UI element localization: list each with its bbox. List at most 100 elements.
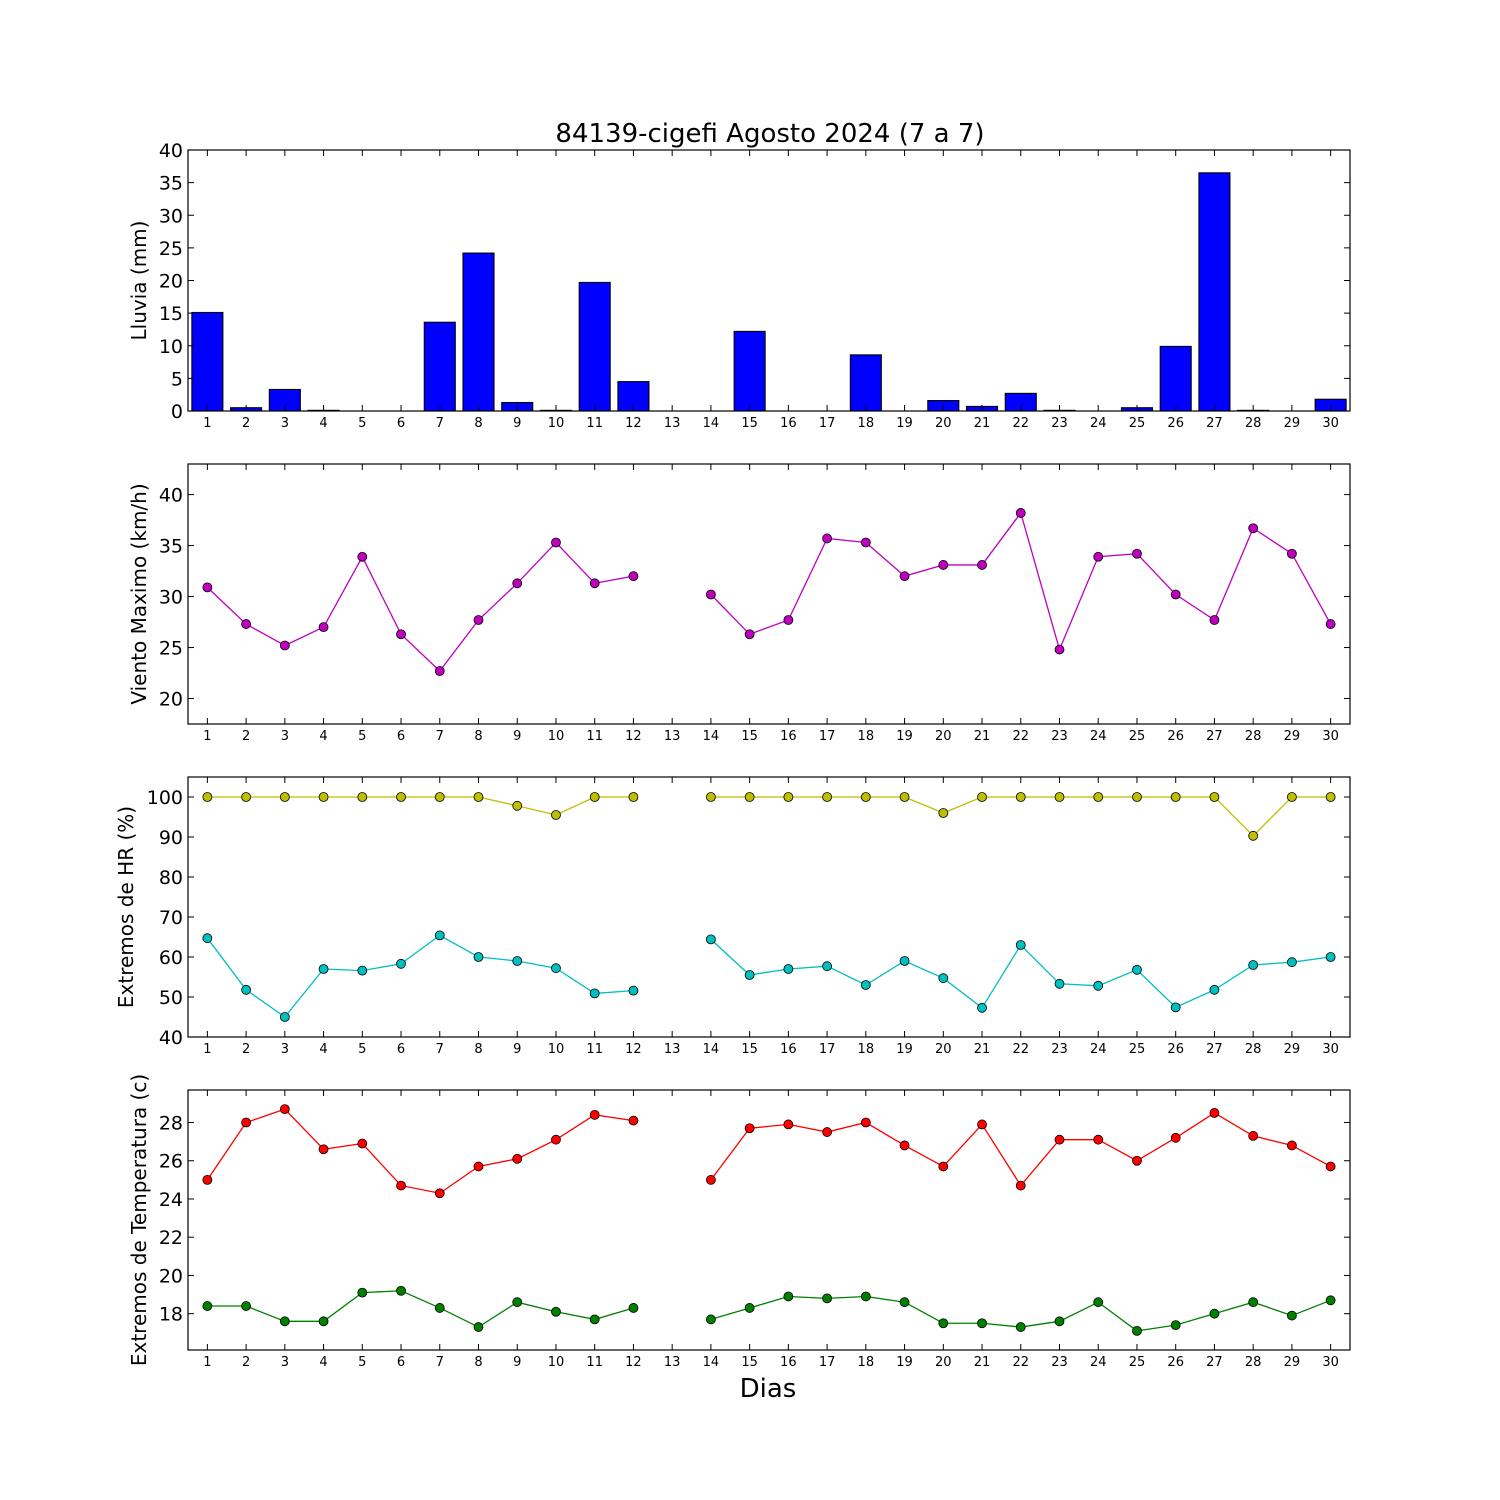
data-point	[1054, 644, 1065, 655]
x-tick-label: 14	[703, 416, 720, 431]
x-tick-label: 27	[1206, 1042, 1223, 1057]
axes-frame	[187, 463, 1351, 725]
bar	[578, 281, 611, 411]
bar	[733, 330, 766, 411]
series-line	[206, 1108, 634, 1194]
data-point	[628, 1115, 639, 1126]
data-point	[1325, 792, 1336, 802]
data-point	[1287, 1310, 1297, 1321]
series-1	[202, 792, 1336, 841]
x-tick-label: 27	[1206, 1355, 1223, 1370]
data-point	[202, 1174, 213, 1185]
data-point	[396, 792, 406, 802]
y-tick-label: 25	[159, 238, 183, 260]
x-tick-label: 22	[1012, 729, 1029, 744]
y-tick-label: 60	[159, 947, 183, 969]
data-point	[706, 792, 716, 802]
x-tick-label: 17	[819, 729, 836, 744]
data-point	[551, 537, 561, 548]
y-tick-label: 5	[171, 368, 183, 390]
x-tick-label: 19	[896, 1042, 913, 1057]
x-tick-label: 26	[1167, 1355, 1184, 1370]
x-tick-label: 11	[586, 729, 603, 744]
data-point	[783, 615, 794, 625]
y-tick-label: 25	[159, 638, 183, 660]
data-point	[783, 792, 794, 802]
data-point	[938, 973, 949, 984]
data-point	[241, 1117, 252, 1128]
data-point	[1248, 960, 1259, 970]
data-point	[744, 792, 755, 802]
y-tick-label: 20	[159, 689, 183, 711]
x-tick-label: 22	[1012, 1042, 1029, 1057]
x-tick-label: 21	[974, 1042, 991, 1057]
x-tick-label: 15	[741, 729, 758, 744]
data-point	[1248, 523, 1259, 534]
data-point	[628, 1303, 639, 1313]
x-tick-label: 10	[548, 1355, 565, 1370]
data-point	[202, 582, 213, 593]
data-point	[551, 810, 561, 820]
data-point	[1093, 980, 1104, 991]
data-point	[434, 930, 445, 941]
x-tick-label: 21	[974, 416, 991, 431]
data-point	[279, 1012, 290, 1022]
data-point	[706, 934, 716, 945]
data-point	[1170, 1320, 1181, 1331]
data-point	[1287, 957, 1297, 968]
data-point	[434, 1303, 445, 1313]
series-line	[206, 541, 634, 672]
x-tick-label: 28	[1245, 729, 1262, 744]
data-point	[1325, 952, 1336, 962]
x-tick-label: 1	[203, 729, 211, 744]
data-point	[1287, 548, 1297, 559]
data-point	[396, 958, 406, 969]
data-point	[1248, 1297, 1259, 1308]
data-point	[1170, 1132, 1181, 1143]
x-tick-label: 10	[548, 729, 565, 744]
x-tick-label: 29	[1284, 1042, 1301, 1057]
data-point	[1209, 792, 1220, 802]
data-point	[589, 1314, 600, 1325]
data-point	[1093, 1297, 1104, 1308]
y-tick-label: 22	[159, 1227, 183, 1249]
y-tick-label: 100	[147, 787, 183, 809]
y-axis-label: Extremos de Temperatura (c)	[127, 1074, 151, 1366]
data-point	[357, 1287, 368, 1298]
data-point	[899, 956, 910, 966]
x-tick-label: 9	[513, 729, 521, 744]
x-tick-label: 23	[1051, 1355, 1068, 1370]
data-point	[822, 1127, 832, 1137]
y-tick-label: 90	[159, 827, 183, 849]
x-tick-label: 8	[474, 416, 482, 431]
x-tick-label: 5	[358, 729, 366, 744]
x-tick-label: 24	[1090, 416, 1107, 431]
data-point	[822, 961, 832, 972]
x-tick-label: 17	[819, 1355, 836, 1370]
x-tick-label: 4	[319, 729, 327, 744]
data-point	[1287, 1140, 1297, 1151]
x-tick-label: 6	[397, 729, 405, 744]
x-tick-label: 30	[1322, 1355, 1339, 1370]
x-tick-label: 1	[203, 1355, 211, 1370]
data-point	[783, 964, 794, 974]
data-point	[1093, 1134, 1104, 1145]
x-tick-label: 7	[436, 1355, 444, 1370]
y-tick-label: 28	[159, 1113, 183, 1135]
x-tick-label: 20	[935, 729, 952, 744]
x-tick-label: 11	[586, 416, 603, 431]
data-point	[551, 963, 561, 974]
y-tick-label: 18	[159, 1304, 183, 1326]
x-tick-label: 25	[1129, 1042, 1146, 1057]
x-tick-label: 28	[1245, 416, 1262, 431]
x-tick-label: 18	[858, 729, 875, 744]
x-tick-label: 10	[548, 1042, 565, 1057]
x-tick-label: 24	[1090, 1355, 1107, 1370]
x-tick-label: 12	[625, 1355, 642, 1370]
data-point	[783, 1119, 794, 1130]
x-tick-label: 11	[586, 1042, 603, 1057]
y-tick-label: 24	[159, 1189, 183, 1211]
x-tick-label: 19	[896, 729, 913, 744]
data-point	[357, 792, 368, 802]
